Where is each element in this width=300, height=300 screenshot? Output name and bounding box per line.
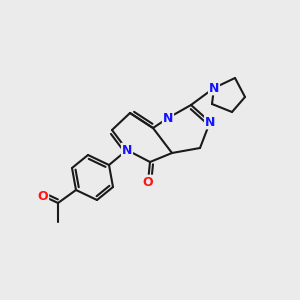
Text: N: N [122,143,132,157]
Text: O: O [38,190,48,202]
Text: N: N [205,116,215,128]
Text: N: N [209,82,219,94]
Text: O: O [143,176,153,188]
Text: N: N [163,112,173,124]
